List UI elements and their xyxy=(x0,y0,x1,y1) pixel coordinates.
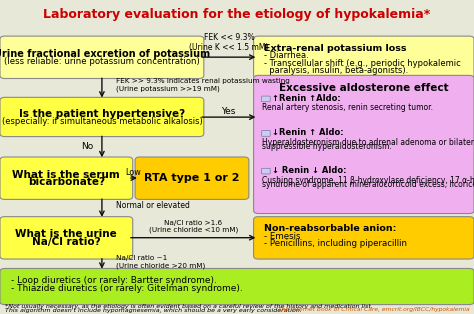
Text: What is the serum: What is the serum xyxy=(12,170,120,180)
Text: Na/Cl ratio >1.6
(Urine chloride <10 mM): Na/Cl ratio >1.6 (Urine chloride <10 mM) xyxy=(149,220,238,233)
Text: RTA type 1 or 2: RTA type 1 or 2 xyxy=(144,173,240,183)
FancyBboxPatch shape xyxy=(0,157,133,199)
Text: (especially: if simultaneous metabolic alkalosis): (especially: if simultaneous metabolic a… xyxy=(1,116,202,126)
Text: Na/Cl ratio ~1
(Urine chloride >20 mM): Na/Cl ratio ~1 (Urine chloride >20 mM) xyxy=(116,256,205,269)
FancyBboxPatch shape xyxy=(0,217,133,259)
FancyBboxPatch shape xyxy=(0,36,204,78)
Text: - Diarrhea.: - Diarrhea. xyxy=(264,51,309,60)
Text: - Thiazide diuretics (or rarely: Gitelman syndrome).: - Thiazide diuretics (or rarely: Gitelma… xyxy=(11,284,243,293)
FancyBboxPatch shape xyxy=(262,96,270,102)
Text: (less reliable: urine potassium concentration): (less reliable: urine potassium concentr… xyxy=(4,57,200,66)
FancyBboxPatch shape xyxy=(0,268,474,305)
Text: Normal or elevated: Normal or elevated xyxy=(116,201,190,210)
Text: FEK >> 9.3% indicates renal potassium wasting
(Urine potassium >>19 mM): FEK >> 9.3% indicates renal potassium wa… xyxy=(116,78,290,91)
Text: FEK << 9.3%
(Urine K << 1.5 mM): FEK << 9.3% (Urine K << 1.5 mM) xyxy=(189,33,269,52)
Text: Laboratory evaluation for the etiology of hypokalemia*: Laboratory evaluation for the etiology o… xyxy=(44,8,430,21)
Text: Extra-renal potassium loss: Extra-renal potassium loss xyxy=(264,44,407,53)
Text: Cushing syndrome, 11 β-hydroxylase deficiency, 17 α-hydroxylase deficiency, Lidd: Cushing syndrome, 11 β-hydroxylase defic… xyxy=(262,176,474,185)
Text: What is the urine: What is the urine xyxy=(16,230,117,239)
FancyBboxPatch shape xyxy=(0,97,204,137)
Text: ↓Renin ↑ Aldo:: ↓Renin ↑ Aldo: xyxy=(272,128,343,137)
FancyBboxPatch shape xyxy=(254,217,474,259)
Text: bicarbonate?: bicarbonate? xyxy=(28,177,105,187)
FancyBboxPatch shape xyxy=(254,75,474,214)
Text: - Penicillins, including piperacillin: - Penicillins, including piperacillin xyxy=(264,239,408,248)
FancyBboxPatch shape xyxy=(135,157,249,199)
Text: paralysis, insulin, beta-agonists).: paralysis, insulin, beta-agonists). xyxy=(264,66,409,75)
Text: Non-reabsorbable anion:: Non-reabsorbable anion: xyxy=(264,224,397,233)
Text: Renal artery stenosis, renin secreting tumor.: Renal artery stenosis, renin secreting t… xyxy=(262,103,433,112)
Text: ↑Renin ↑Aldo:: ↑Renin ↑Aldo: xyxy=(272,94,340,103)
Text: - Emesis: - Emesis xyxy=(264,232,301,241)
Text: Hyperaldosteronism due to adrenal adenoma or bilateral cortical hyperplasia; glu: Hyperaldosteronism due to adrenal adenom… xyxy=(262,138,474,147)
Text: Na/Cl ratio?: Na/Cl ratio? xyxy=(32,237,100,247)
Text: - Loop diuretics (or rarely: Bartter syndrome).: - Loop diuretics (or rarely: Bartter syn… xyxy=(11,276,217,285)
Text: syndrome of apparent mineralocorticoid excess, licorice.: syndrome of apparent mineralocorticoid e… xyxy=(262,180,474,189)
FancyBboxPatch shape xyxy=(262,131,270,136)
Text: Is the patient hypertensive?: Is the patient hypertensive? xyxy=(19,109,185,118)
Text: - Transcellular shift (e.g., periodic hypokalemic: - Transcellular shift (e.g., periodic hy… xyxy=(264,59,461,68)
Text: No: No xyxy=(82,142,94,150)
FancyBboxPatch shape xyxy=(254,36,474,78)
Text: The Internet Book of Critical Care, emcrit.org/IBCC/hypokalemia: The Internet Book of Critical Care, emcr… xyxy=(278,307,469,312)
Text: Excessive aldosterone effect: Excessive aldosterone effect xyxy=(279,83,448,93)
Text: *Not usually necessary, as the etiology is often evident based on a careful revi: *Not usually necessary, as the etiology … xyxy=(5,304,373,309)
Text: Low: Low xyxy=(125,168,141,176)
Text: ↓ Renin ↓ Aldo:: ↓ Renin ↓ Aldo: xyxy=(272,166,346,175)
Text: Yes: Yes xyxy=(221,107,236,116)
FancyBboxPatch shape xyxy=(262,168,270,174)
Text: suppressible hyperaldosteronism.: suppressible hyperaldosteronism. xyxy=(262,142,392,151)
Text: This algorithm doesn't include hypomagnesemia, which should be a very early cons: This algorithm doesn't include hypomagne… xyxy=(5,308,301,313)
Text: Urine fractional excretion of potassium: Urine fractional excretion of potassium xyxy=(0,49,210,59)
